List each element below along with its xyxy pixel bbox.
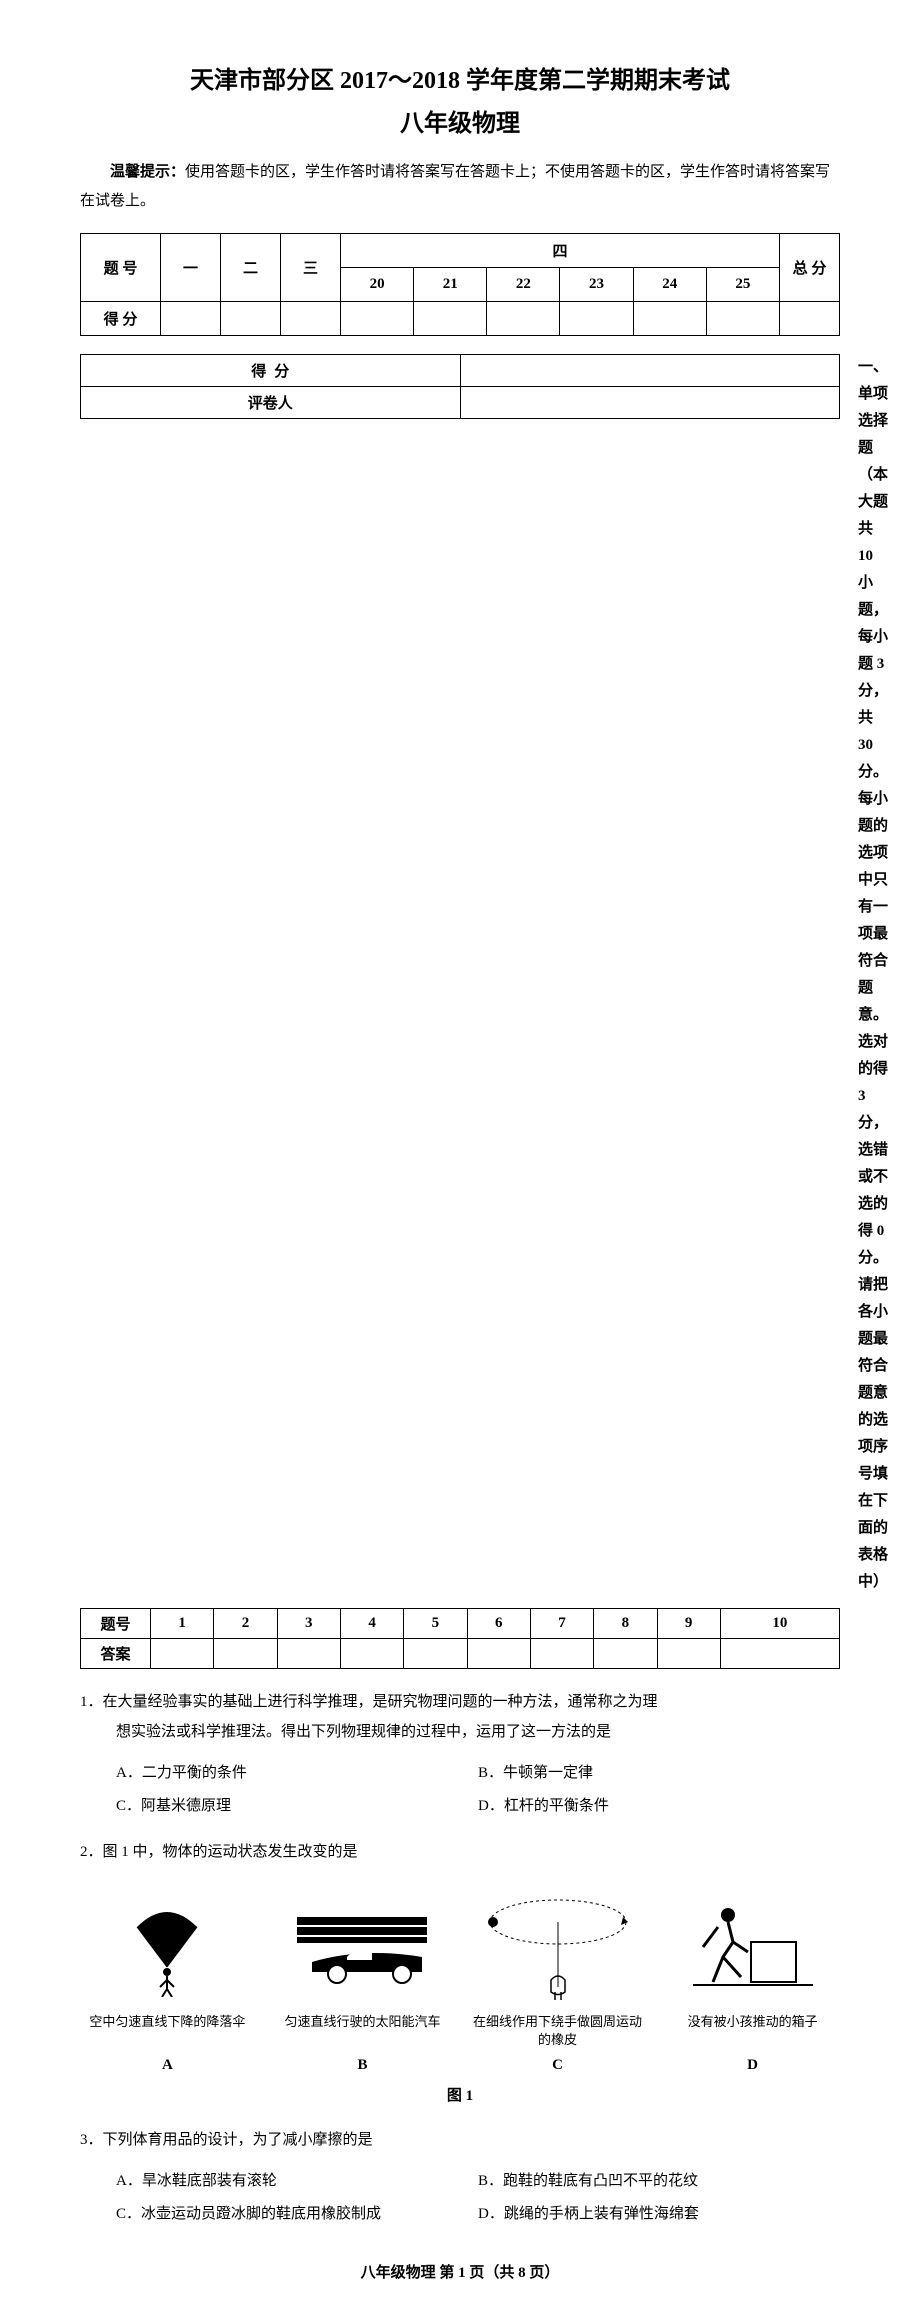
ans-th: 2 [214, 1609, 277, 1639]
q3-opt-b: B．跑鞋的鞋底有凸凹不平的花纹 [478, 2165, 840, 2198]
ans-cell [151, 1639, 214, 1669]
answer-table: 题号 1 2 3 4 5 6 7 8 9 10 答案 [80, 1608, 840, 1669]
q3-opt-d: D．跳绳的手柄上装有弹性海绵套 [478, 2198, 840, 2231]
ans-cell [214, 1639, 277, 1669]
push-box-icon [665, 1887, 840, 2007]
q2-num: 2． [80, 1844, 103, 1860]
ans-th: 5 [404, 1609, 467, 1639]
score-sub-24: 24 [633, 268, 706, 302]
fig-b-caption: 匀速直线行驶的太阳能汽车 [275, 2013, 450, 2053]
q1-text2: 想实验法或科学推理法。得出下列物理规律的过程中，运用了这一方法的是 [116, 1717, 840, 1747]
q2-text: 图 1 中，物体的运动状态发生改变的是 [103, 1844, 358, 1860]
question-2: 2．图 1 中，物体的运动状态发生改变的是 [80, 1837, 840, 1867]
notice-text: 使用答题卡的区，学生作答时请将答案写在答题卡上；不使用答题卡的区，学生作答时请将… [80, 164, 830, 209]
fig-c-caption: 在细线作用下绕手做圆周运动的橡皮 [470, 2013, 645, 2053]
exam-title-line2: 八年级物理 [80, 103, 840, 138]
circular-motion-icon [470, 1887, 645, 2007]
q3-options: A．旱冰鞋底部装有滚轮 B．跑鞋的鞋底有凸凹不平的花纹 C．冰壶运动员蹬冰脚的鞋… [116, 2165, 840, 2231]
score-cell [633, 302, 706, 336]
exam-title-line1: 天津市部分区 2017～2018 学年度第二学期期末考试 [80, 60, 840, 95]
score-cell [161, 302, 221, 336]
question-1: 1．在大量经验事实的基础上进行科学推理，是研究物理问题的一种方法，通常称之为理 … [80, 1687, 840, 1747]
ans-th: 8 [594, 1609, 657, 1639]
score-sub-21: 21 [414, 268, 487, 302]
fig-a-label: A [80, 2057, 255, 2074]
ans-cell [404, 1639, 467, 1669]
ans-th: 题号 [81, 1609, 151, 1639]
ans-cell [594, 1639, 657, 1669]
marker-person: 评卷人 [81, 387, 461, 419]
score-cell [281, 302, 341, 336]
marker-score: 得分 [81, 355, 461, 387]
figure-a: 空中匀速直线下降的降落伞 A [80, 1887, 255, 2074]
score-th-4: 四 [341, 234, 780, 268]
score-sub-20: 20 [341, 268, 414, 302]
ans-th: 1 [151, 1609, 214, 1639]
score-cell [341, 302, 414, 336]
fig-b-label: B [275, 2057, 450, 2074]
ans-th: 7 [530, 1609, 593, 1639]
score-row-label: 得 分 [81, 302, 161, 336]
page-footer: 八年级物理 第 1 页（共 8 页） [80, 2261, 840, 2282]
q1-opt-c: C．阿基米德原理 [116, 1790, 478, 1823]
score-sub-23: 23 [560, 268, 633, 302]
q1-opt-a: A．二力平衡的条件 [116, 1757, 478, 1790]
q3-text: 下列体育用品的设计，为了减小摩擦的是 [103, 2132, 373, 2148]
figure-title: 图 1 [80, 2084, 840, 2105]
q1-opt-d: D．杠杆的平衡条件 [478, 1790, 840, 1823]
score-th-num: 题 号 [81, 234, 161, 302]
ans-cell [657, 1639, 720, 1669]
score-th-1: 一 [161, 234, 221, 302]
score-sub-22: 22 [487, 268, 560, 302]
score-sub-25: 25 [706, 268, 779, 302]
score-th-total: 总 分 [780, 234, 840, 302]
ans-cell [340, 1639, 403, 1669]
score-th-2: 二 [221, 234, 281, 302]
score-cell [706, 302, 779, 336]
solar-car-icon [275, 1887, 450, 2007]
ans-cell [277, 1639, 340, 1669]
q3-num: 3． [80, 2132, 103, 2148]
score-cell [414, 302, 487, 336]
ans-th: 9 [657, 1609, 720, 1639]
fig-d-label: D [665, 2057, 840, 2074]
marker-box: 得分 评卷人 [80, 354, 840, 419]
ans-th: 4 [340, 1609, 403, 1639]
parachute-icon [80, 1887, 255, 2007]
ans-th: 10 [720, 1609, 839, 1639]
fig-a-caption: 空中匀速直线下降的降落伞 [80, 2013, 255, 2053]
ans-cell [467, 1639, 530, 1669]
figure-row: 空中匀速直线下降的降落伞 A 匀速直线行驶的太阳能汽车 B [80, 1887, 840, 2074]
score-cell [221, 302, 281, 336]
score-cell [780, 302, 840, 336]
notice-bold: 温馨提示： [110, 164, 185, 180]
score-th-3: 三 [281, 234, 341, 302]
ans-row-label: 答案 [81, 1639, 151, 1669]
q3-opt-c: C．冰壶运动员蹬冰脚的鞋底用橡胶制成 [116, 2198, 478, 2231]
q1-text1: 在大量经验事实的基础上进行科学推理，是研究物理问题的一种方法，通常称之为理 [103, 1694, 658, 1710]
ans-cell [720, 1639, 839, 1669]
question-3: 3．下列体育用品的设计，为了减小摩擦的是 [80, 2125, 840, 2155]
q1-opt-b: B．牛顿第一定律 [478, 1757, 840, 1790]
q3-opt-a: A．旱冰鞋底部装有滚轮 [116, 2165, 478, 2198]
marker-empty [460, 355, 840, 387]
q1-num: 1． [80, 1694, 103, 1710]
score-table: 题 号 一 二 三 四 总 分 20 21 22 23 24 25 得 分 [80, 233, 840, 336]
fig-d-caption: 没有被小孩推动的箱子 [665, 2013, 840, 2053]
fig-c-label: C [470, 2057, 645, 2074]
q1-options: A．二力平衡的条件 B．牛顿第一定律 C．阿基米德原理 D．杠杆的平衡条件 [116, 1757, 840, 1823]
figure-c: 在细线作用下绕手做圆周运动的橡皮 C [470, 1887, 645, 2074]
ans-cell [530, 1639, 593, 1669]
marker-empty [460, 387, 840, 419]
notice: 温馨提示：使用答题卡的区，学生作答时请将答案写在答题卡上；不使用答题卡的区，学生… [80, 158, 840, 215]
figure-b: 匀速直线行驶的太阳能汽车 B [275, 1887, 450, 2074]
score-cell [560, 302, 633, 336]
ans-th: 3 [277, 1609, 340, 1639]
figure-d: 没有被小孩推动的箱子 D [665, 1887, 840, 2074]
score-cell [487, 302, 560, 336]
ans-th: 6 [467, 1609, 530, 1639]
section1-title: 一、单项选择题（本大题共 10 小题，每小题 3 分，共 30 分。每小题的选项… [858, 354, 888, 1596]
